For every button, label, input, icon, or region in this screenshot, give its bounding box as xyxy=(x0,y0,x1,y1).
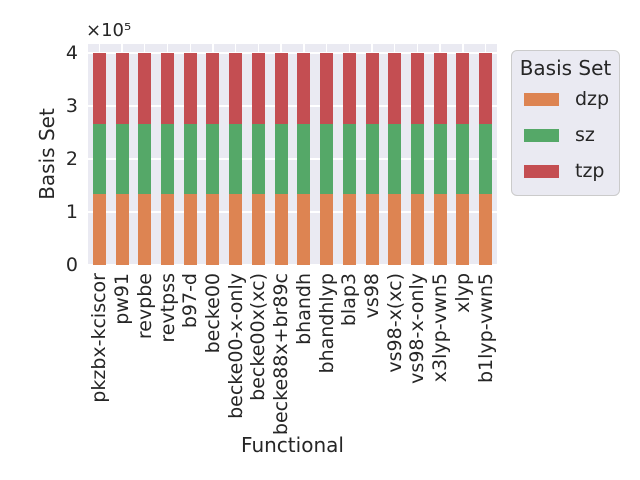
bar-segment-dzp xyxy=(274,194,288,265)
x-tick-label: becke00x(xc) xyxy=(247,273,270,401)
bar-segment-dzp xyxy=(433,194,447,265)
x-tick-label: vs98-x(xc) xyxy=(383,273,406,373)
legend-title: Basis Set xyxy=(519,56,612,80)
tzp-color-swatch xyxy=(524,164,559,178)
legend-item: sz xyxy=(524,117,619,153)
bar-segment-dzp xyxy=(297,194,311,265)
bar-segment-sz xyxy=(138,123,152,195)
bar-segment-tzp xyxy=(456,53,470,124)
dzp-color-swatch xyxy=(524,92,559,106)
bar-segment-sz xyxy=(115,123,129,195)
sz-color-swatch xyxy=(524,128,559,142)
bar-segment-tzp xyxy=(342,53,356,124)
legend-item-label: tzp xyxy=(575,160,605,182)
bar-segment-sz xyxy=(388,123,402,195)
y-axis-offset-text: ×10⁵ xyxy=(86,20,132,41)
bar-segment-sz xyxy=(229,123,243,195)
legend: Basis Set dzp sz tzp xyxy=(511,50,620,196)
x-tick-label: blap3 xyxy=(338,273,361,327)
x-tick-label: becke00 xyxy=(201,273,224,354)
bar-segment-tzp xyxy=(365,53,379,124)
bar-segment-dzp xyxy=(115,194,129,265)
legend-item-label: dzp xyxy=(575,88,610,110)
bar-segment-sz xyxy=(320,123,334,195)
x-tick-label: becke00-x-only xyxy=(224,273,247,419)
x-tick-label: revtpss xyxy=(156,273,179,343)
bar-segment-sz xyxy=(342,123,356,195)
legend-item: dzp xyxy=(524,81,619,117)
x-tick-label: bhandh xyxy=(292,273,315,345)
bar-segment-sz xyxy=(274,123,288,195)
bar-segment-tzp xyxy=(297,53,311,124)
x-tick-label: xlyp xyxy=(451,273,474,313)
bar-segment-tzp xyxy=(138,53,152,124)
bar-segment-dzp xyxy=(229,194,243,265)
bar-segment-tzp xyxy=(433,53,447,124)
legend-items: dzp sz tzp xyxy=(512,79,619,189)
plot-area xyxy=(88,44,497,265)
x-tick-label: bhandhlyp xyxy=(315,273,338,374)
y-tick-label: 3 xyxy=(65,95,78,117)
x-tick-label: b1lyp-vwn5 xyxy=(474,273,497,383)
bar-segment-dzp xyxy=(92,194,106,265)
bar-segment-dzp xyxy=(183,194,197,265)
bar-segment-tzp xyxy=(388,53,402,124)
bar-segment-sz xyxy=(297,123,311,195)
bar-segment-tzp xyxy=(320,53,334,124)
h-gridline xyxy=(88,52,497,54)
x-tick-label: vs98 xyxy=(361,273,384,319)
x-axis-label: Functional xyxy=(241,433,344,457)
bar-segment-sz xyxy=(183,123,197,195)
bar-segment-tzp xyxy=(229,53,243,124)
h-gridline xyxy=(88,158,497,160)
y-tick-label: 1 xyxy=(65,201,78,223)
x-tick-label: b97-d xyxy=(179,273,202,329)
bar-segment-tzp xyxy=(206,53,220,124)
h-gridline xyxy=(88,211,497,213)
bar-segment-dzp xyxy=(206,194,220,265)
x-tick-label: x3lyp-vwn5 xyxy=(429,273,452,383)
bar-segment-tzp xyxy=(251,53,265,124)
bar-segment-sz xyxy=(479,123,493,195)
bar-segment-sz xyxy=(456,123,470,195)
bar-segment-tzp xyxy=(161,53,175,124)
bar-segment-sz xyxy=(92,123,106,195)
bar-segment-dzp xyxy=(456,194,470,265)
bar-segment-tzp xyxy=(115,53,129,124)
bar-segment-sz xyxy=(365,123,379,195)
bar-segment-sz xyxy=(410,123,424,195)
bar-segment-dzp xyxy=(342,194,356,265)
bar-segment-sz xyxy=(433,123,447,195)
bar-segment-sz xyxy=(206,123,220,195)
bar-segment-tzp xyxy=(479,53,493,124)
bar-segment-tzp xyxy=(183,53,197,124)
h-gridline xyxy=(88,105,497,107)
bar-segment-dzp xyxy=(365,194,379,265)
x-tick-label: becke88x+br89c xyxy=(270,273,293,436)
bar-segment-sz xyxy=(251,123,265,195)
bar-segment-tzp xyxy=(274,53,288,124)
bar-segment-tzp xyxy=(410,53,424,124)
x-tick-label: pw91 xyxy=(111,273,134,325)
legend-item: tzp xyxy=(524,153,619,189)
bar-segment-dzp xyxy=(320,194,334,265)
bar-segment-dzp xyxy=(479,194,493,265)
y-tick-label: 2 xyxy=(65,148,78,170)
bar-segment-dzp xyxy=(410,194,424,265)
bar-segment-tzp xyxy=(92,53,106,124)
bar-segment-dzp xyxy=(161,194,175,265)
bar-segment-sz xyxy=(161,123,175,195)
bar-segment-dzp xyxy=(138,194,152,265)
h-gridline xyxy=(88,264,497,265)
y-tick-label: 4 xyxy=(65,42,78,64)
x-tick-label: pkzbx-kciscor xyxy=(88,273,111,403)
y-tick-label: 0 xyxy=(65,254,78,276)
bar-segment-dzp xyxy=(251,194,265,265)
bar-segment-dzp xyxy=(388,194,402,265)
legend-item-label: sz xyxy=(575,124,595,146)
x-tick-label: revpbe xyxy=(133,273,156,340)
x-tick-label: vs98-x-only xyxy=(406,273,429,384)
